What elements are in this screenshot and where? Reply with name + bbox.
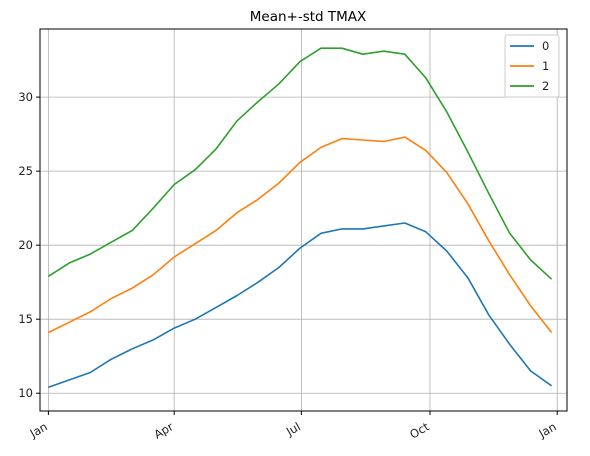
- legend-label: 2: [542, 79, 549, 93]
- y-tick-label: 20: [18, 238, 33, 252]
- y-axis: 10 15 20 25 30: [18, 90, 40, 400]
- grid: [40, 29, 567, 411]
- x-tick-label: Jul: [283, 419, 303, 439]
- y-tick-label: 30: [18, 90, 33, 104]
- series-lines: [47, 47, 553, 389]
- plot-frame: [39, 28, 568, 412]
- legend-label: 1: [542, 59, 549, 73]
- y-tick-label: 15: [18, 312, 33, 326]
- x-tick-label: Apr: [151, 419, 175, 441]
- series-line-0: [48, 222, 553, 389]
- legend-label: 0: [542, 39, 549, 53]
- series-line-1: [48, 136, 553, 334]
- chart-title: Mean+-std TMAX: [250, 9, 367, 25]
- x-tick-label: Oct: [407, 419, 432, 441]
- x-tick-label: Jan: [27, 419, 50, 440]
- x-axis: Jan Apr Jul Oct Jan: [27, 411, 559, 442]
- y-tick-label: 25: [18, 164, 33, 178]
- legend: 0 1 2: [504, 34, 560, 98]
- series-line-2: [47, 47, 553, 280]
- y-tick-label: 10: [18, 386, 33, 400]
- x-tick-label: Jan: [535, 419, 558, 440]
